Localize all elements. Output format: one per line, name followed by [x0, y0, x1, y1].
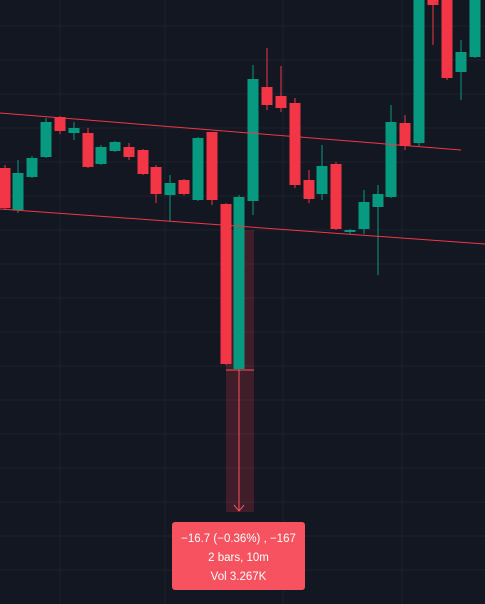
candle-body [413, 0, 425, 143]
candle-body [164, 183, 176, 195]
candle-body [247, 79, 259, 201]
candle-body [330, 164, 342, 229]
candle-body [399, 123, 411, 146]
tooltip-volume: Vol 3.267K [210, 571, 267, 583]
candle-body [455, 52, 467, 72]
candle-body [275, 96, 287, 108]
candle-body [303, 180, 315, 199]
candle-body [289, 103, 301, 185]
candle-body [358, 202, 370, 229]
tooltip-bars: 2 bars, 10m [208, 552, 269, 564]
candle-body [385, 122, 397, 197]
candle-body [109, 142, 121, 151]
candle-body [427, 0, 439, 5]
candle-body [192, 138, 204, 200]
candle-body [26, 158, 38, 177]
candle-body [178, 180, 190, 194]
candle-body [137, 150, 149, 174]
measure-tooltip: −16.7 (−0.36%) , −167 2 bars, 10m Vol 3.… [172, 522, 305, 590]
tooltip-change: −16.7 (−0.36%) , −167 [181, 533, 296, 545]
candle-body [68, 128, 80, 133]
candle-body [220, 204, 232, 364]
candle-body [233, 197, 245, 369]
measure-arrow [233, 504, 245, 512]
trend-line [0, 208, 485, 245]
candle-body [372, 194, 384, 207]
candle-body [82, 133, 94, 167]
candle-body [123, 147, 135, 157]
candle-body [150, 167, 162, 194]
candle-body [316, 166, 328, 194]
candle-body [40, 122, 52, 157]
candle-body [0, 168, 11, 208]
candle-body [12, 173, 24, 210]
candle-body [441, 0, 453, 78]
candle-body [261, 87, 273, 105]
candle-body [206, 132, 218, 200]
candle-body [95, 147, 107, 164]
candle-body [344, 230, 356, 232]
candle-body [469, 0, 481, 57]
candle-body [54, 117, 66, 131]
trend-line [0, 112, 462, 151]
